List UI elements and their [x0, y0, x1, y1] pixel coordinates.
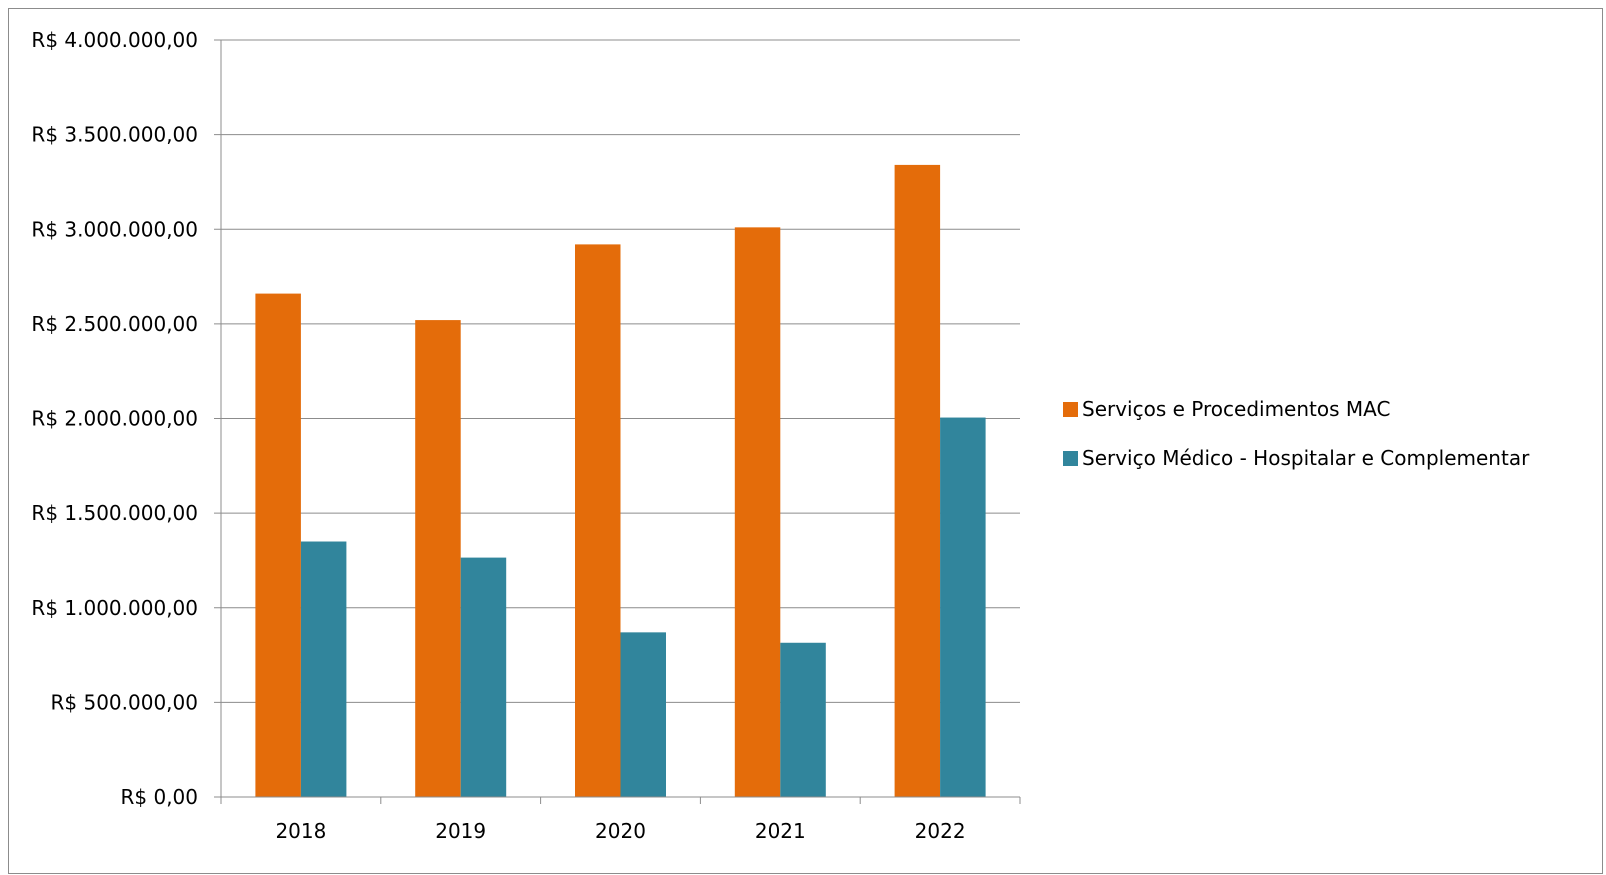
- y-tick-label: R$ 4.000.000,00: [31, 28, 198, 52]
- bar-2021-series-1: [734, 227, 781, 798]
- y-tick-label: R$ 1.000.000,00: [31, 596, 198, 620]
- bar-2022-series-1: [894, 164, 941, 797]
- bars: [255, 164, 986, 798]
- legend-swatch: [1063, 402, 1078, 417]
- legend-label: Serviços e Procedimentos MAC: [1082, 397, 1390, 421]
- y-tick-label: R$ 1.500.000,00: [31, 501, 198, 525]
- legend-swatch: [1063, 451, 1078, 466]
- bar-2020-series-2: [620, 632, 666, 797]
- bar-2018-series-1: [255, 293, 301, 797]
- x-tick-label: 2022: [915, 819, 966, 843]
- bar-2019-series-2: [460, 557, 507, 797]
- y-tick-labels: R$ 0,00 R$ 500.000,00 R$ 1.000.000,00 R$ 1.…: [31, 28, 198, 809]
- y-tick-label: R$ 3.500.000,00: [31, 123, 198, 147]
- x-tick-label: 2021: [755, 819, 806, 843]
- y-tick-label: R$ 2.000.000,00: [31, 407, 198, 431]
- bar-2018-series-2: [300, 541, 347, 797]
- x-tick-label: 2018: [275, 819, 326, 843]
- bar-2019-series-1: [415, 320, 461, 797]
- y-tick-label: R$ 2.500.000,00: [31, 312, 198, 336]
- axes: [214, 39, 1021, 804]
- legend-label: Serviço Médico - Hospitalar e Complement…: [1082, 446, 1530, 470]
- x-tick-label: 2019: [435, 819, 486, 843]
- x-tick-labels: 2018 2019 2020 2021 2022: [275, 819, 965, 843]
- y-tick-label: R$ 500.000,00: [51, 690, 199, 714]
- legend: Serviços e Procedimentos MAC Serviço Médi…: [1063, 397, 1530, 470]
- bar-2020-series-1: [575, 244, 621, 797]
- y-tick-label: R$ 3.000.000,00: [31, 217, 198, 241]
- y-tick-label: R$ 0,00: [120, 785, 198, 809]
- bar-2022-series-2: [940, 417, 986, 797]
- bar-2021-series-2: [780, 642, 826, 797]
- x-tick-label: 2020: [595, 819, 646, 843]
